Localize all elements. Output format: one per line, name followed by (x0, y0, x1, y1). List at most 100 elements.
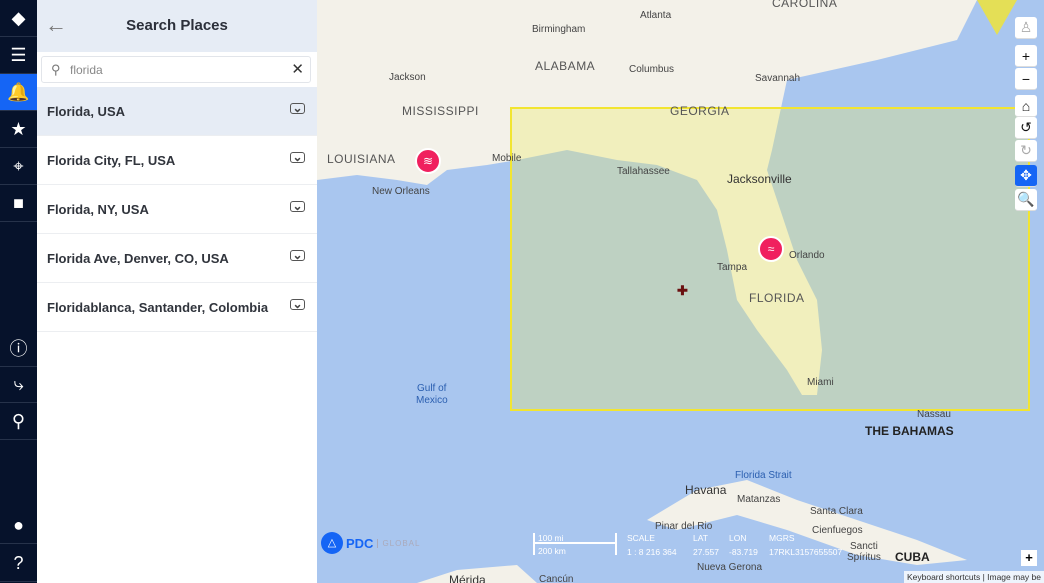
scale-bar: 100 mi 200 km (533, 533, 617, 556)
location-signal-icon: ⌖ (13, 155, 24, 176)
map-label-jacksonville: Jacksonville (727, 172, 792, 186)
map-label-columbus: Columbus (629, 64, 675, 75)
rail-button-info[interactable]: ⓘ (0, 330, 37, 367)
result-item[interactable]: Florida Ave, Denver, CO, USA ⌄ (37, 234, 317, 283)
map-label-nueva: Nueva Gerona (697, 562, 763, 573)
map-label-nassau: Nassau (917, 409, 951, 420)
mgrs-value: 17RKL3157655507 (769, 547, 843, 557)
map-label-louisiana: LOUISIANA (327, 152, 396, 166)
logo-sub: GLOBAL (377, 538, 420, 548)
zoom-box-button[interactable]: 🔍 (1015, 189, 1037, 211)
pan-button[interactable]: ✥ (1015, 165, 1037, 187)
star-icon: ★ (10, 118, 27, 139)
map-label-neworleans: New Orleans (372, 186, 430, 197)
panel-title: Search Places (126, 17, 228, 34)
map-label-cancun: Cancún (539, 574, 574, 583)
rail-button-bell[interactable]: 🔔 (0, 74, 37, 111)
rotate-left-icon: ↺ (1020, 119, 1032, 135)
map-view[interactable]: CAROLINA Atlanta Birmingham ALABAMA Jackson C… (317, 0, 1044, 583)
rail-button-map-pin[interactable]: ⚲ (0, 403, 37, 440)
result-label: Florida Ave, Denver, CO, USA (47, 250, 229, 266)
result-label: Floridablanca, Santander, Colombia (47, 299, 269, 315)
map-label-georgia: GEORGIA (670, 104, 730, 118)
scale-km: 200 km (538, 546, 566, 556)
zoom-in-icon: + (1021, 47, 1031, 64)
map-label-pinar: Pinar del Rio (655, 521, 713, 532)
rotate-right-icon: ↻ (1020, 142, 1032, 158)
map-label-merida: Mérida (449, 573, 486, 583)
result-label: Florida, NY, USA (47, 201, 149, 217)
result-item[interactable]: Floridablanca, Santander, Colombia ⌄ (37, 283, 317, 332)
hazard-marker-storm[interactable]: ≋ (415, 148, 441, 174)
zoom-out-icon: − (1021, 70, 1031, 87)
rail-button-user[interactable]: ● (0, 507, 37, 544)
map-label-birmingham: Birmingham (532, 24, 586, 35)
result-item[interactable]: Florida, NY, USA ⌄ (37, 185, 317, 234)
rail-button-help[interactable]: ? (0, 545, 37, 582)
rotate-right-button[interactable]: ↻ (1015, 140, 1037, 162)
logo-brand: PDC (346, 535, 374, 551)
bell-icon: 🔔 (7, 81, 30, 102)
street-view-button[interactable]: ♙ (1015, 17, 1037, 39)
map-label-mobile: Mobile (492, 153, 522, 164)
hazard-marker-wind[interactable]: ≈ (758, 236, 784, 262)
result-item[interactable]: Florida, USA ⌄ (37, 87, 317, 136)
map-label-gulf2: Mexico (416, 395, 448, 406)
inbox-save-icon[interactable]: ⌄ (290, 102, 305, 114)
map-label-spiritus: Spíritus (847, 552, 881, 563)
rail-button-star[interactable]: ★ (0, 111, 37, 148)
pdc-logo-icon: △ (321, 532, 343, 554)
cursor-crosshair-icon: ✚ (677, 283, 688, 298)
lon-value: -83.719 (729, 547, 758, 557)
result-label: Florida City, FL, USA (47, 152, 176, 168)
inbox-save-icon[interactable]: ⌄ (290, 151, 305, 163)
map-label-tallahassee: Tallahassee (617, 166, 670, 177)
expand-button[interactable]: + (1021, 550, 1037, 566)
lat-value: 27.557 (693, 547, 719, 557)
route-icon: ⤷ (13, 373, 24, 394)
lon-label: LON (729, 533, 747, 543)
back-arrow-icon[interactable]: ← (45, 12, 67, 37)
map-label-matanzas: Matanzas (737, 494, 781, 505)
rotate-left-button[interactable]: ↺ (1015, 117, 1037, 139)
clear-icon[interactable]: ✕ (291, 61, 304, 78)
info-icon: ⓘ (9, 339, 28, 359)
home-button[interactable]: ⌂ (1015, 95, 1037, 117)
map-label-sancti: Sancti (850, 541, 878, 552)
map-label-tampa: Tampa (717, 262, 748, 273)
map-label-strait: Florida Strait (735, 470, 792, 481)
map-label-florida: FLORIDA (749, 291, 805, 305)
scale-label: SCALE (627, 533, 655, 543)
inbox-save-icon[interactable]: ⌄ (290, 249, 305, 261)
help-icon: ? (13, 552, 24, 573)
map-label-cienfuegos: Cienfuegos (812, 525, 863, 536)
map-label-havana: Havana (685, 483, 727, 497)
rail-button-video-camera[interactable]: ■ (0, 185, 37, 222)
result-item[interactable]: Florida City, FL, USA ⌄ (37, 136, 317, 185)
search-input[interactable] (70, 61, 280, 79)
attribution[interactable]: Keyboard shortcuts | Image may be (903, 571, 1044, 583)
inbox-save-icon[interactable]: ⌄ (290, 298, 305, 310)
search-places-panel: ← Search Places ⚲ ✕ Florida, USA⌄Florida… (37, 0, 317, 583)
video-camera-icon: ■ (13, 192, 24, 213)
map-label-miami: Miami (807, 377, 834, 388)
zoom-out-button[interactable]: − (1015, 68, 1037, 90)
scale-mi: 100 mi (538, 533, 564, 543)
home-icon: ⌂ (1021, 97, 1031, 114)
street-view-icon: ♙ (1019, 19, 1033, 35)
pan-icon: ✥ (1020, 167, 1032, 183)
scale-value: 1 : 8 216 364 (627, 547, 677, 557)
inbox-save-icon[interactable]: ⌄ (290, 200, 305, 212)
rail-button-hazard-diamond[interactable]: ◆ (0, 0, 37, 37)
zoom-in-button[interactable]: + (1015, 45, 1037, 67)
map-label-mississippi: MISSISSIPPI (402, 104, 479, 118)
rail-button-route[interactable]: ⤷ (0, 366, 37, 403)
rail-button-layers[interactable]: ☰ (0, 37, 37, 74)
layers-icon: ☰ (10, 44, 27, 65)
wave-icon: ≋ (422, 154, 434, 168)
rail-button-location-signal[interactable]: ⌖ (0, 148, 37, 185)
mgrs-label: MGRS (769, 533, 795, 543)
map-label-jackson: Jackson (389, 72, 426, 83)
map-pin-icon: ⚲ (11, 410, 26, 431)
map-label-cuba: CUBA (895, 550, 930, 564)
